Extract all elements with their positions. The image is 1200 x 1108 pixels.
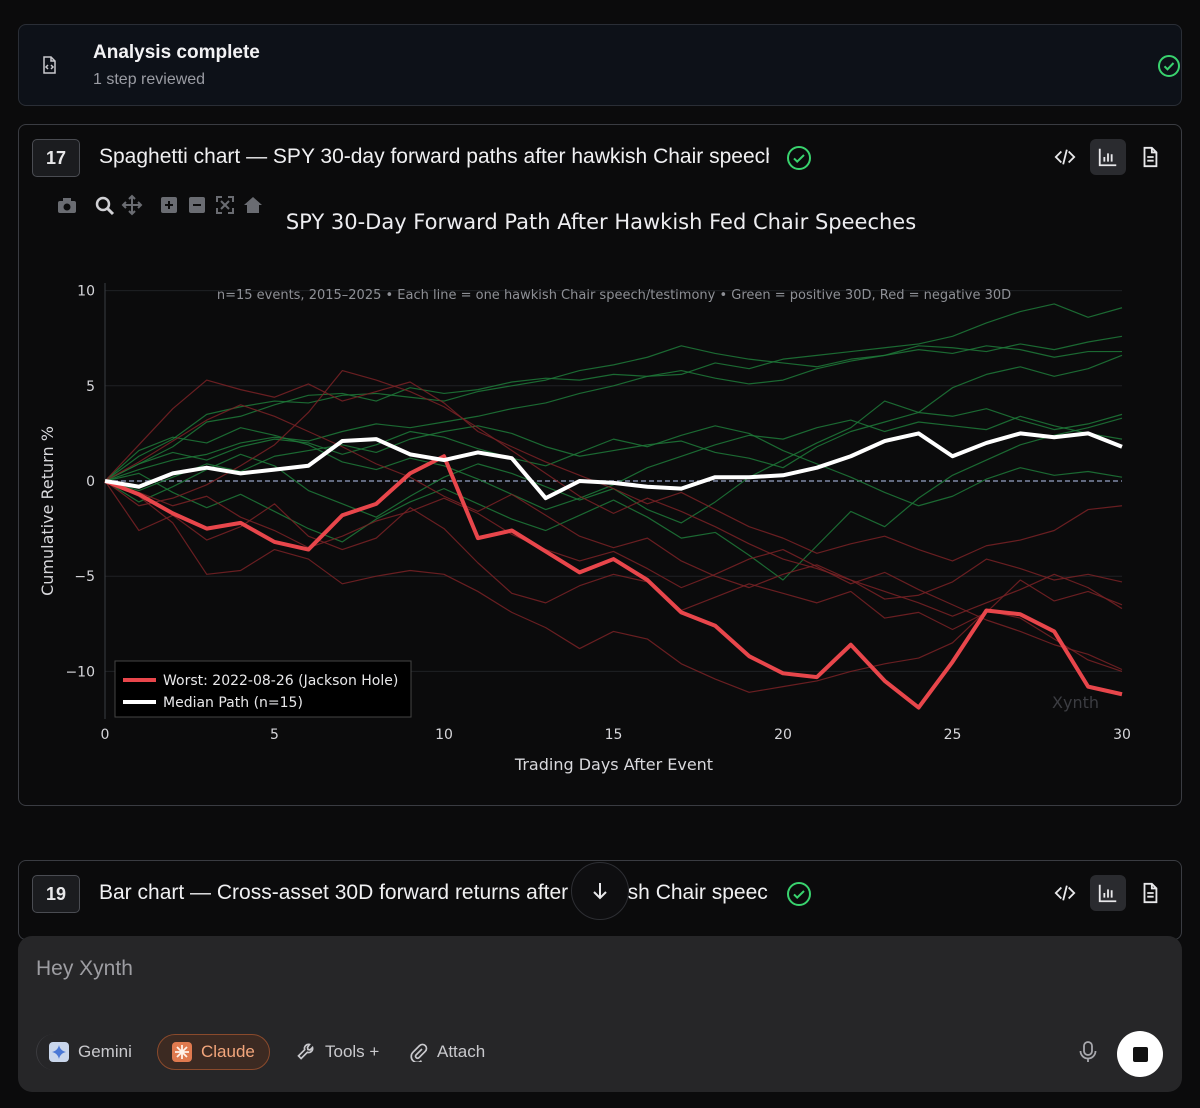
view-report-button[interactable]: [1132, 875, 1168, 911]
y-tick-label: −10: [65, 664, 95, 680]
spaghetti-chart: SPY 30-Day Forward Path After Hawkish Fe…: [38, 194, 1131, 774]
home-icon[interactable]: [244, 197, 262, 213]
x-tick-label: 25: [944, 727, 962, 743]
chat-composer: Gemini Claude Tools + Attach: [18, 936, 1182, 1092]
bar-chart-icon: [1098, 884, 1117, 903]
status-title: Analysis complete: [93, 42, 260, 63]
model-gemini-button[interactable]: Gemini: [36, 1034, 144, 1070]
legend-entry-median: Median Path (n=15): [163, 695, 303, 711]
x-tick-label: 15: [605, 727, 623, 743]
model-label: Gemini: [78, 1042, 132, 1061]
document-icon: [1143, 146, 1158, 168]
step-number: 17: [32, 139, 80, 177]
chart-ticks: 10 5 0 −5 −10 0 5 10 15 20 25 30: [65, 284, 1130, 743]
series-line-event: [104, 303, 1123, 482]
series-line-event: [104, 335, 1123, 482]
chart-annotation: n=15 events, 2015–2025 • Each line = one…: [217, 288, 1011, 303]
series-line-event: [104, 404, 1123, 600]
model-label: Claude: [201, 1042, 255, 1061]
x-tick-label: 5: [270, 727, 279, 743]
view-code-button[interactable]: [1047, 875, 1083, 911]
view-chart-button[interactable]: [1090, 139, 1126, 175]
stop-button[interactable]: [1117, 1031, 1163, 1077]
series-line-event: [104, 369, 1123, 617]
check-circle-icon: [787, 146, 811, 170]
status-subtitle: 1 step reviewed: [93, 71, 206, 88]
autoscale-icon[interactable]: [216, 196, 234, 214]
series-line-event: [104, 425, 1123, 507]
camera-icon[interactable]: [58, 198, 76, 213]
arrow-down-icon: [593, 883, 607, 900]
y-tick-label: 5: [86, 379, 95, 395]
y-tick-label: −5: [74, 569, 95, 585]
series-line-worst: [104, 454, 1123, 710]
stop-icon: [1132, 1046, 1148, 1062]
scroll-to-bottom-button[interactable]: [571, 862, 629, 920]
view-report-button[interactable]: [1132, 139, 1168, 175]
chart-series: [104, 303, 1123, 710]
series-line-event: [104, 480, 1123, 671]
check-circle-icon: [1158, 55, 1180, 77]
step-card-17: 17 Spaghetti chart — SPY 30-day forward …: [18, 124, 1182, 806]
series-line-event: [104, 415, 1123, 511]
x-axis-label: Trading Days After Event: [514, 755, 713, 774]
x-tick-label: 20: [774, 727, 792, 743]
document-icon: [1143, 882, 1158, 904]
series-line-event: [104, 408, 1123, 492]
series-line-event: [104, 480, 1123, 631]
step-title[interactable]: Spaghetti chart — SPY 30-day forward pat…: [99, 145, 769, 168]
view-code-button[interactable]: [1047, 139, 1083, 175]
wrench-icon: [296, 1042, 316, 1062]
bar-chart-icon: [1098, 148, 1117, 167]
zoom-in-icon[interactable]: [161, 197, 177, 213]
chart-watermark: Xynth: [1052, 693, 1099, 712]
chart-grid: [104, 283, 1122, 719]
gemini-icon: [49, 1042, 69, 1062]
paperclip-icon: [408, 1042, 428, 1062]
x-tick-label: 10: [435, 727, 453, 743]
step-title[interactable]: Bar chart — Cross-asset 30D forward retu…: [99, 881, 769, 904]
code-icon: [1054, 149, 1076, 165]
x-tick-label: 0: [101, 727, 110, 743]
prompt-input[interactable]: [36, 954, 836, 984]
series-line-median: [104, 431, 1123, 501]
model-claude-button[interactable]: Claude: [157, 1034, 270, 1070]
chart-legend: Worst: 2022-08-26 (Jackson Hole) Median …: [114, 660, 412, 718]
analysis-status-card: Analysis complete 1 step reviewed: [18, 24, 1182, 106]
chart-title: SPY 30-Day Forward Path After Hawkish Fe…: [286, 210, 916, 234]
file-code-icon: [43, 56, 56, 74]
view-chart-button[interactable]: [1090, 875, 1126, 911]
series-line-event: [104, 345, 1122, 482]
series-line-event: [104, 379, 1123, 562]
zoom-icon[interactable]: [95, 196, 115, 216]
x-tick-label: 30: [1113, 727, 1131, 743]
legend-entry-worst: Worst: 2022-08-26 (Jackson Hole): [163, 673, 398, 689]
pan-icon[interactable]: [121, 194, 143, 216]
series-line-event: [104, 417, 1123, 581]
step-number: 19: [32, 875, 80, 913]
code-icon: [1054, 885, 1076, 901]
tools-label: Tools +: [325, 1042, 380, 1061]
attach-label: Attach: [437, 1042, 486, 1061]
series-line-event: [104, 480, 1123, 693]
microphone-icon[interactable]: [1076, 1040, 1100, 1064]
zoom-out-icon[interactable]: [189, 197, 205, 213]
chart-modebar: [58, 194, 262, 216]
attach-button[interactable]: Attach: [396, 1034, 497, 1070]
check-circle-icon: [787, 882, 811, 906]
y-axis-label: Cumulative Return %: [38, 426, 57, 596]
tools-button[interactable]: Tools +: [284, 1034, 391, 1070]
y-tick-label: 0: [86, 474, 95, 490]
claude-icon: [172, 1042, 192, 1062]
y-tick-label: 10: [77, 284, 95, 300]
